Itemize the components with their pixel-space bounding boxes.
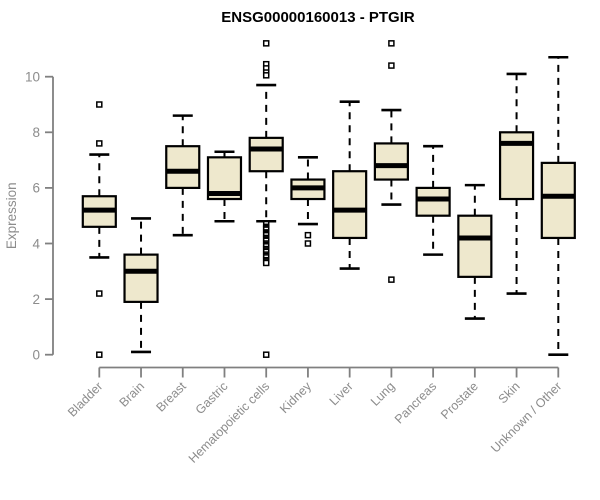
outlier-point	[388, 40, 395, 47]
y-axis-tick-label: 2	[32, 292, 40, 307]
boxplot-gastric	[206, 150, 243, 223]
boxplot-skin	[498, 72, 535, 295]
boxplot-hematopoietic-cells	[248, 40, 284, 358]
iqr-box	[165, 145, 201, 189]
boxplot-breast	[165, 114, 201, 237]
outlier-point	[304, 240, 312, 247]
x-axis-category-label: Pancreas	[392, 379, 439, 426]
iqr-box	[457, 214, 493, 278]
y-axis-title: Expression	[4, 182, 19, 249]
outlier-point	[262, 259, 270, 267]
y-axis-tick-label: 4	[32, 236, 40, 251]
iqr-box	[248, 136, 284, 173]
x-axis-category-label: Lung	[368, 379, 398, 409]
outlier-point	[96, 140, 103, 147]
outlier-point	[96, 351, 103, 358]
chart-title: ENSG00000160013 - PTGIR	[221, 9, 415, 26]
iqr-box	[415, 186, 451, 217]
plot-layer: 0 2 4 6 8 10 Bladder Brain Breast GastricHematopo…	[25, 40, 576, 466]
x-axis-category-label: Liver	[327, 379, 356, 408]
iqr-box	[123, 253, 159, 303]
boxplot-kidney	[290, 156, 326, 247]
outlier-point	[96, 290, 103, 297]
boxplot-bladder	[81, 101, 117, 358]
outlier-point	[304, 231, 312, 239]
boxplot-unknown-other	[540, 55, 576, 357]
x-axis-category-label: Bladder	[65, 379, 105, 419]
outlier-point	[388, 276, 395, 283]
x-axis-category-label: Kidney	[277, 379, 314, 416]
boxplot-liver	[332, 100, 368, 270]
outlier-point	[262, 72, 270, 79]
y-axis-tick-label: 0	[32, 348, 40, 363]
x-axis-category-label: Gastric	[193, 379, 231, 417]
y-axis-tick-label: 6	[32, 181, 40, 196]
iqr-box	[540, 161, 576, 240]
x-axis-category-label: Skin	[496, 379, 523, 406]
outlier-point	[96, 101, 103, 108]
boxplot-lung	[373, 40, 409, 283]
y-axis-tick-label: 10	[25, 70, 40, 85]
y-axis-tick-label: 8	[32, 125, 40, 140]
x-axis-category-label: Prostate	[438, 379, 481, 422]
x-axis-category-label: Brain	[117, 379, 148, 410]
outlier-point	[262, 351, 270, 358]
iqr-box	[373, 142, 409, 181]
outlier-point	[388, 62, 395, 69]
x-axis-category-label: Hematopoietic cells	[186, 379, 273, 466]
boxplot-pancreas	[415, 144, 451, 256]
x-axis-category-label: Breast	[153, 379, 189, 415]
boxplot-brain	[123, 217, 159, 354]
boxplot-prostate	[457, 183, 493, 320]
iqr-box	[332, 170, 368, 240]
outlier-point	[262, 40, 270, 47]
x-axis-category-label: Unknown / Other	[488, 379, 564, 455]
